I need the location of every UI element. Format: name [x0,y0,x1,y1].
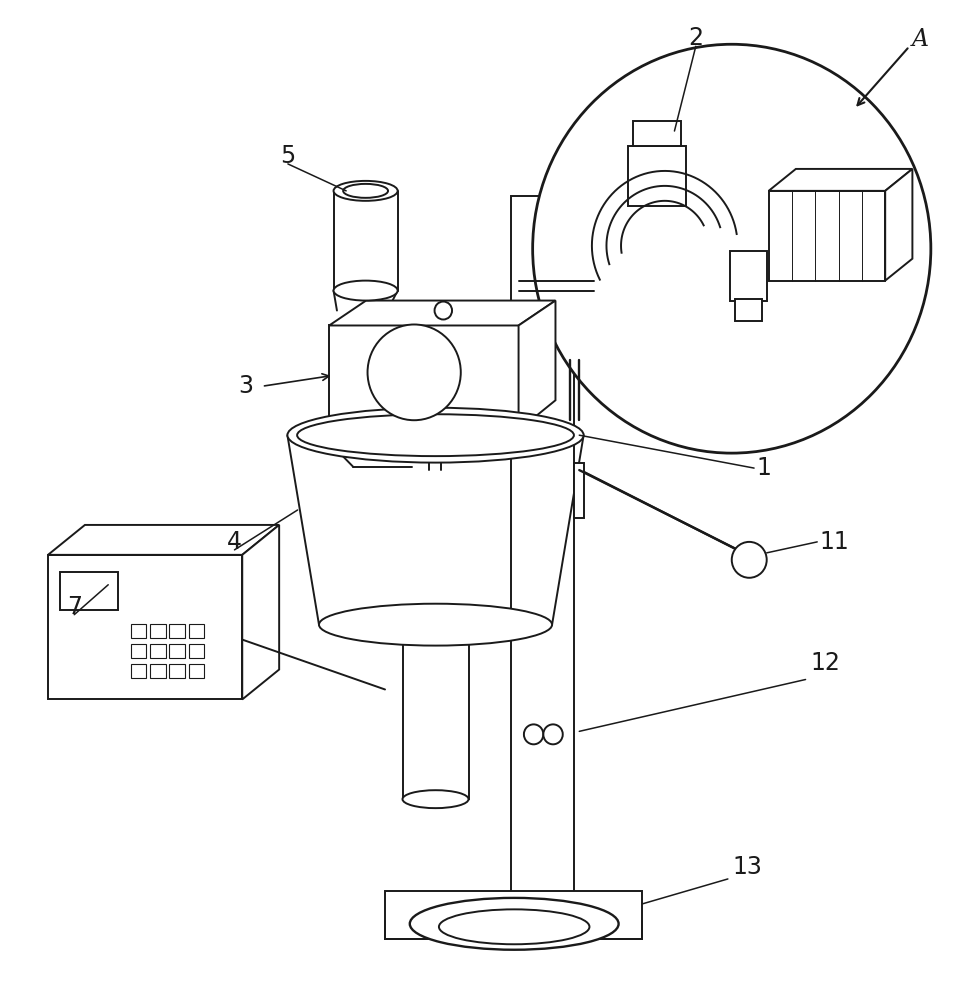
Bar [633,121,681,146]
Ellipse shape [402,621,468,639]
Polygon shape [329,325,518,430]
Circle shape [367,324,461,420]
Bar [150,624,166,638]
Ellipse shape [343,184,388,198]
Bar [169,664,185,678]
Bar [150,664,166,678]
Bar [189,664,205,678]
Bar [385,891,643,939]
Bar [48,555,243,699]
Bar [131,664,146,678]
Ellipse shape [333,181,397,201]
Ellipse shape [333,281,397,301]
Bar [628,146,686,206]
Bar [189,624,205,638]
Bar [575,463,584,518]
Circle shape [543,724,563,744]
Text: 12: 12 [810,651,840,675]
Polygon shape [243,525,280,699]
Bar [402,630,468,799]
Ellipse shape [410,898,618,950]
Polygon shape [48,525,280,555]
Bar [169,644,185,658]
Bar [150,644,166,658]
Ellipse shape [439,909,589,944]
Circle shape [524,724,543,744]
Circle shape [731,542,767,578]
Bar [59,572,118,610]
Text: 4: 4 [227,530,242,554]
Polygon shape [329,301,555,325]
Text: 7: 7 [67,595,82,619]
Text: 3: 3 [239,374,253,398]
Bar [189,644,205,658]
Ellipse shape [402,790,468,808]
Bar [169,624,185,638]
Bar [131,624,146,638]
Ellipse shape [287,408,583,463]
Ellipse shape [297,414,574,456]
Text: A: A [912,28,928,51]
Ellipse shape [318,604,552,646]
Text: 2: 2 [689,26,703,50]
Text: 1: 1 [757,456,771,480]
Circle shape [434,302,452,320]
Polygon shape [518,301,555,430]
Text: 5: 5 [281,144,295,168]
Circle shape [533,44,931,453]
Text: 13: 13 [732,855,763,879]
Bar [511,196,575,924]
Bar [730,251,767,301]
Bar [131,644,146,658]
Polygon shape [768,169,913,191]
Bar [734,299,762,321]
Polygon shape [885,169,913,281]
Bar [768,191,885,281]
Text: 11: 11 [820,530,849,554]
